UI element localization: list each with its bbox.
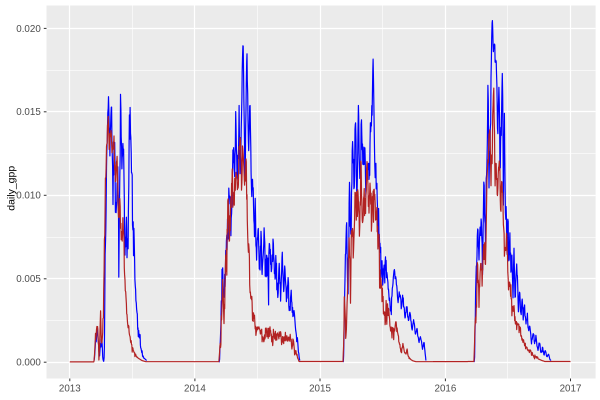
svg-text:0.010: 0.010 bbox=[16, 191, 41, 202]
svg-text:daily_gpp: daily_gpp bbox=[6, 166, 18, 211]
svg-text:0.005: 0.005 bbox=[16, 274, 41, 285]
svg-text:2014: 2014 bbox=[184, 384, 206, 395]
svg-text:2015: 2015 bbox=[309, 384, 331, 395]
svg-text:0.015: 0.015 bbox=[16, 107, 41, 118]
svg-text:0.020: 0.020 bbox=[16, 24, 41, 35]
svg-text:2016: 2016 bbox=[435, 384, 457, 395]
svg-text:0.000: 0.000 bbox=[16, 358, 41, 369]
svg-text:2017: 2017 bbox=[560, 384, 582, 395]
svg-text:2013: 2013 bbox=[59, 384, 81, 395]
